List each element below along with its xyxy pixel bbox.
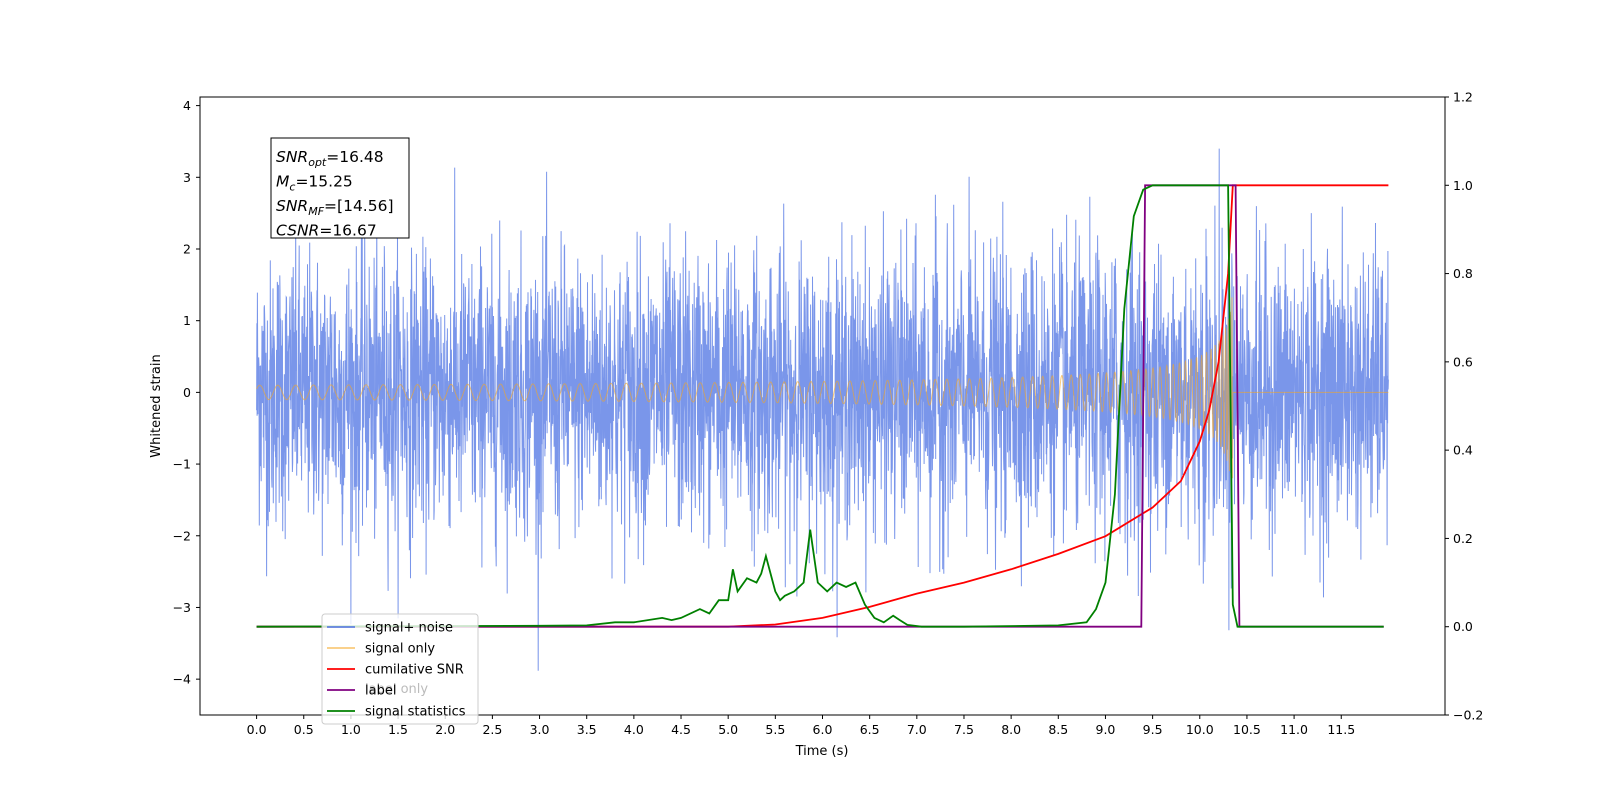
legend-label: signal+ noise	[365, 621, 453, 636]
x-tick-label: 0.0	[247, 722, 267, 737]
series-layer	[256, 148, 1389, 671]
y-axis-label: Whitened strain	[149, 354, 164, 457]
series-signal-statistics	[256, 184, 1384, 628]
legend-frame	[321, 613, 479, 725]
y-tick-label: −1	[173, 457, 191, 472]
x-tick-label: 11.0	[1280, 722, 1308, 737]
y2-tick-label: 0.2	[1453, 531, 1473, 546]
x-tick-label: 8.5	[1048, 722, 1068, 737]
series-signal-only	[256, 297, 1389, 483]
x-tick-label: 3.0	[530, 722, 550, 737]
legend-label: signal only	[365, 642, 435, 657]
y2-tick-label: 1.2	[1453, 90, 1473, 105]
x-tick-label: 9.0	[1096, 722, 1116, 737]
x-tick-label: 7.0	[907, 722, 927, 737]
y2-tick-label: 0.8	[1453, 266, 1473, 281]
x-tick-label: 6.5	[860, 722, 880, 737]
legend: label only signal+ noise signal only cumila…	[321, 613, 479, 725]
y-tick-label: 3	[183, 170, 191, 185]
annotation-line: Mc=15.25	[276, 173, 353, 194]
y2-tick-label: 0.0	[1453, 619, 1473, 634]
y-tick-label: −3	[173, 600, 191, 615]
x-tick-label: 8.0	[1001, 722, 1021, 737]
legend-extra-entry: label only	[365, 682, 428, 697]
x-tick-label: 7.5	[954, 722, 974, 737]
y-axis-left: −4 −3 −2 −1 0 1 2 3 4	[173, 98, 200, 687]
legend-label: cumilative SNR	[365, 663, 464, 678]
x-tick-label: 4.5	[671, 722, 691, 737]
snr-annotation-box: SNRopt=16.48 Mc=15.25 SNRMF=[14.56] CSNR=16…	[270, 137, 410, 240]
y2-tick-label: 0.4	[1453, 443, 1473, 458]
y2-tick-label: −0.2	[1453, 708, 1483, 723]
x-tick-label: 2.5	[482, 722, 502, 737]
annotation-line: SNRMF=[14.56]	[276, 197, 394, 218]
x-tick-label: 11.5	[1327, 722, 1355, 737]
x-axis-label: Time (s)	[795, 744, 849, 759]
x-tick-label: 9.5	[1143, 722, 1163, 737]
y-axis-right: −0.2 0.0 0.2 0.4 0.6 0.8 1.0 1.2	[1445, 90, 1483, 723]
x-tick-label: 10.0	[1186, 722, 1214, 737]
y-tick-label: 2	[183, 241, 191, 256]
legend-label: label	[365, 684, 396, 699]
x-tick-label: 6.0	[813, 722, 833, 737]
x-axis: 0.0 0.5 1.0 1.5 2.0 2.5 3.0 3.5 4.0 4.5 5.0 5.5 6.0 6…	[247, 715, 1355, 737]
y-tick-label: −2	[173, 528, 191, 543]
x-tick-label: 4.0	[624, 722, 644, 737]
x-tick-label: 2.0	[435, 722, 455, 737]
y2-tick-label: 1.0	[1453, 178, 1473, 193]
x-tick-label: 1.5	[388, 722, 408, 737]
x-tick-label: 1.0	[341, 722, 361, 737]
annotation-frame	[270, 137, 410, 239]
x-tick-label: 3.5	[577, 722, 597, 737]
y-tick-label: 0	[183, 385, 191, 400]
annotation-line: SNRopt=16.48	[276, 148, 384, 169]
annotation-line: CSNR=16.67	[276, 222, 377, 240]
series-cumulative-snr	[256, 184, 1389, 628]
x-tick-label: 5.0	[718, 722, 738, 737]
y-tick-label: −4	[173, 672, 191, 687]
legend-label: signal statistics	[365, 705, 466, 720]
y-tick-label: 4	[183, 98, 191, 113]
x-tick-label: 5.5	[765, 722, 785, 737]
x-tick-label: 10.5	[1233, 722, 1261, 737]
y-tick-label: 1	[183, 313, 191, 328]
x-tick-label: 0.5	[294, 722, 314, 737]
y2-tick-label: 0.6	[1453, 354, 1473, 369]
